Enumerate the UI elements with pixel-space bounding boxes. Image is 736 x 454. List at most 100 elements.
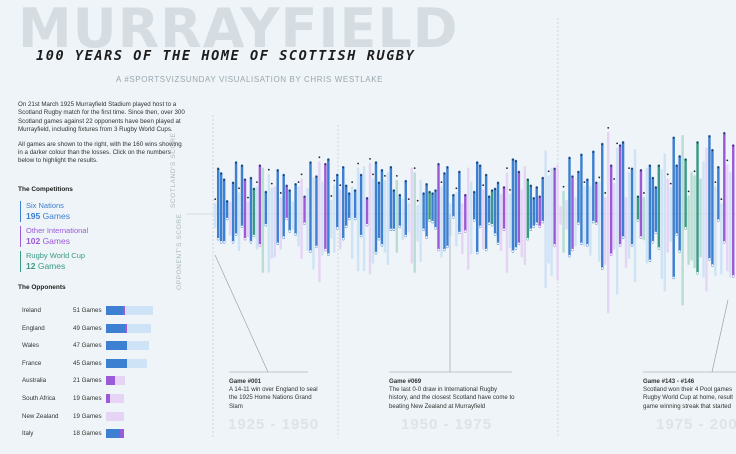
game-score-dot [672,137,675,139]
opponent-games: 51 Games [73,307,102,314]
game-bar [443,172,446,252]
game-score-dot [604,192,607,194]
game-score-dot [258,164,261,167]
game-score-dot [547,170,550,173]
game-bar [481,189,485,250]
game-bar [568,156,571,258]
game-score-dot [619,244,622,247]
opponent-record-bar[interactable] [106,411,124,421]
game-score-dot [580,242,583,245]
game-score-dot [437,248,440,251]
game-score-dot [595,222,598,225]
game-score-dot [577,171,580,174]
game-bar [312,176,315,270]
game-score-dot [315,245,318,248]
game-score-dot [639,169,642,172]
game-score-dot [711,264,714,267]
game-score-dot [586,178,589,181]
opponent-record-bar[interactable] [106,306,153,315]
game-bar [571,175,574,252]
intro-paragraph-2: All games are shown to the right, with t… [18,140,182,165]
competition-other-international[interactable]: Other International 102 Games [20,226,88,247]
game-score-dot [360,174,363,177]
opponent-record-bar[interactable] [106,429,124,439]
competition-six-nations[interactable]: Six Nations 195 Games [20,201,70,222]
opponent-team: South Africa [22,395,56,402]
competition-name: Rugby World Cup [26,251,86,260]
opponent-record-bar[interactable] [106,394,124,403]
game-score-dot [643,192,645,194]
game-bar [377,181,381,241]
game-bar [520,189,524,258]
game-bar [258,164,262,247]
game-score-dot [687,190,690,193]
game-bar [267,173,271,273]
game-bar [538,195,541,228]
opponent-team: Wales [22,342,39,350]
game-score-dot [279,192,282,194]
game-score-dot [235,233,238,236]
game-score-dot [571,248,574,251]
game-bar [240,164,244,228]
game-bar [446,165,449,249]
opponent-record-bar[interactable] [106,376,125,386]
game-score-dot [669,182,672,185]
game-score-dot [446,245,449,248]
competition-count[interactable]: 195 [26,211,41,221]
game-score-dot [491,223,494,226]
game-bar [535,186,538,225]
game-bar [663,153,666,292]
game-score-dot [628,167,630,170]
game-bar [428,190,431,222]
game-score-dot [586,244,589,247]
game-bar [371,178,375,264]
game-score-dot [613,178,616,180]
game-score-dot [377,181,380,184]
game-score-dot [258,244,261,247]
game-score-dot [345,185,348,188]
game-bar [365,196,369,227]
game-bar [687,195,690,266]
game-bar [618,144,622,247]
game-score-dot [610,253,613,256]
game-bar [431,192,434,224]
game-score-dot [288,189,291,192]
game-score-dot [336,174,339,177]
opponent-record-bar[interactable] [106,358,147,368]
game-score-dot [696,141,699,144]
game-score-dot [506,167,508,170]
game-score-dot [354,217,357,220]
game-score-dot [434,227,437,229]
game-bar [285,184,288,221]
competition-suffix: Games [37,261,66,271]
competition-count[interactable]: 102 [26,236,41,246]
game-bar [636,195,640,222]
game-bar [615,147,619,295]
competition-count[interactable]: 12 [26,261,36,271]
competition-name: Other International [26,226,89,235]
annotation-game-143-146: Game #143 - #146 Scotland won their 4 Po… [643,378,736,411]
competition-rugby-world-cup[interactable]: Rugby World Cup 12 Games [20,251,85,272]
game-bar [708,134,711,261]
game-bar [434,189,437,230]
opponent-record-bar[interactable] [106,341,149,351]
game-bar [580,153,583,245]
game-score-dot [336,227,339,229]
game-bar [347,192,351,221]
game-bar [553,167,556,247]
game-score-dot [553,168,556,170]
game-score-dot [223,178,226,181]
game-score-dot [509,188,511,191]
game-score-dot [431,192,434,195]
game-bar [291,201,294,230]
opponent-record-bar[interactable] [106,323,151,333]
game-score-dot [648,259,651,262]
game-score-dot [297,181,300,184]
game-score-dot [592,220,595,223]
game-bar [449,203,452,236]
game-score-dot [654,186,657,189]
game-score-dot [309,250,312,253]
game-score-dot [452,216,455,219]
era-label-1925-1950: 1925 - 1950 [228,416,320,433]
